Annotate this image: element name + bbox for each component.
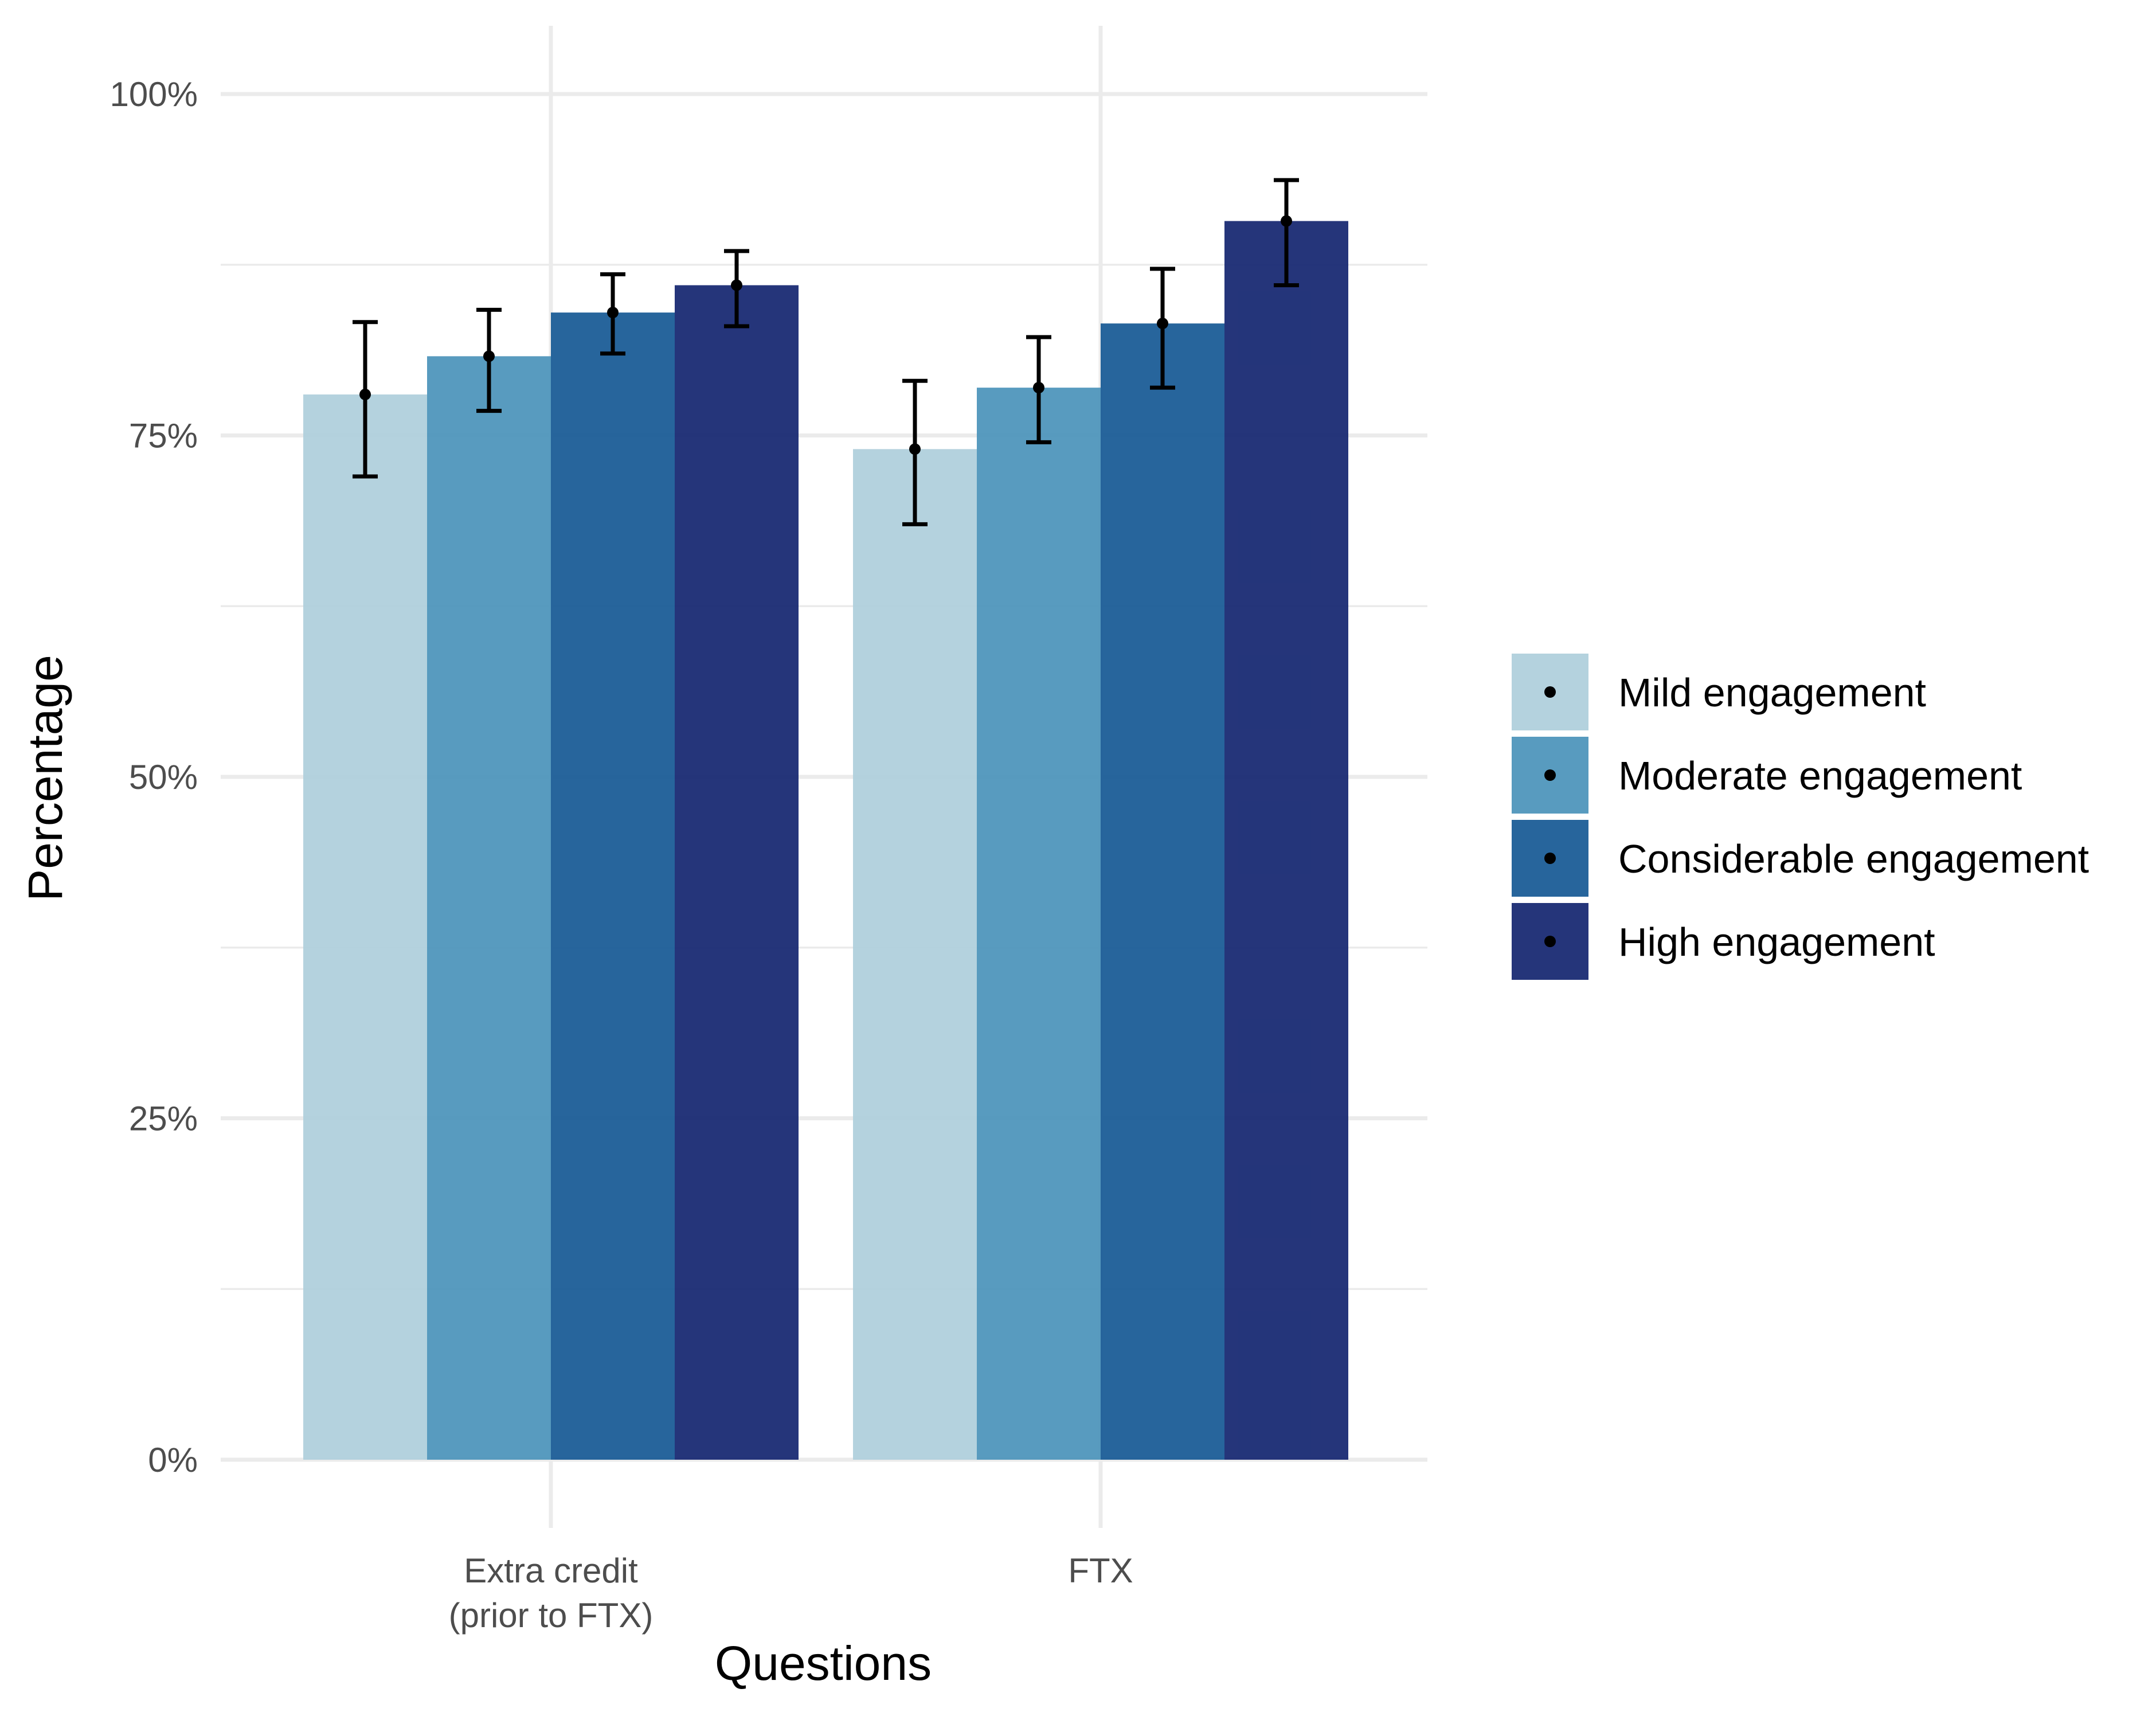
data-point [359,389,371,401]
legend-item: Moderate engagement [1512,737,2022,814]
data-point [1033,382,1044,394]
bar-moderate-engagement-2 [977,388,1101,1460]
bar-considerable-engagement-2 [1101,323,1224,1460]
legend-item: Mild engagement [1512,654,1926,730]
legend-point [1544,936,1556,947]
bar-high-engagement-1 [675,285,799,1460]
legend-item: High engagement [1512,903,1935,980]
x-axis-ticks: Extra credit (prior to FTX) FTX [449,1551,1133,1635]
legend-item: Considerable engagement [1512,820,2089,897]
y-axis-ticks: 0% 25% 50% 75% 100% [110,75,198,1479]
legend-point [1544,853,1556,864]
bar-mild-engagement-1 [303,394,427,1460]
data-point [607,307,619,319]
x-tick-label: FTX [1068,1551,1133,1590]
error-bar [1274,178,1299,287]
bar-considerable-engagement-1 [551,312,675,1460]
bar-high-engagement-2 [1224,221,1348,1460]
y-axis-title: Percentage [18,655,72,901]
x-tick-label: Extra credit (prior to FTX) [449,1551,654,1635]
data-point [909,443,921,455]
data-point [731,279,742,291]
legend-point [1544,686,1556,698]
data-point [1157,318,1168,330]
legend-label: Mild engagement [1618,670,1926,715]
legend-label: High engagement [1618,920,1935,964]
error-bars [353,178,1299,526]
y-tick-label: 50% [129,758,198,796]
legend-point [1544,769,1556,781]
legend-label: Moderate engagement [1618,753,2022,798]
bars [303,221,1348,1460]
y-tick-label: 100% [110,75,198,114]
legend-label: Considerable engagement [1618,836,2089,881]
data-point [483,350,495,362]
x-axis-title: Questions [715,1636,932,1690]
bar-mild-engagement-2 [853,449,977,1460]
legend: Mild engagement Moderate engagement Consid… [1512,654,2089,980]
y-tick-label: 75% [129,417,198,455]
y-tick-label: 25% [129,1100,198,1138]
data-point [1281,215,1292,227]
y-tick-label: 0% [148,1441,198,1479]
bar-moderate-engagement-1 [427,356,551,1460]
